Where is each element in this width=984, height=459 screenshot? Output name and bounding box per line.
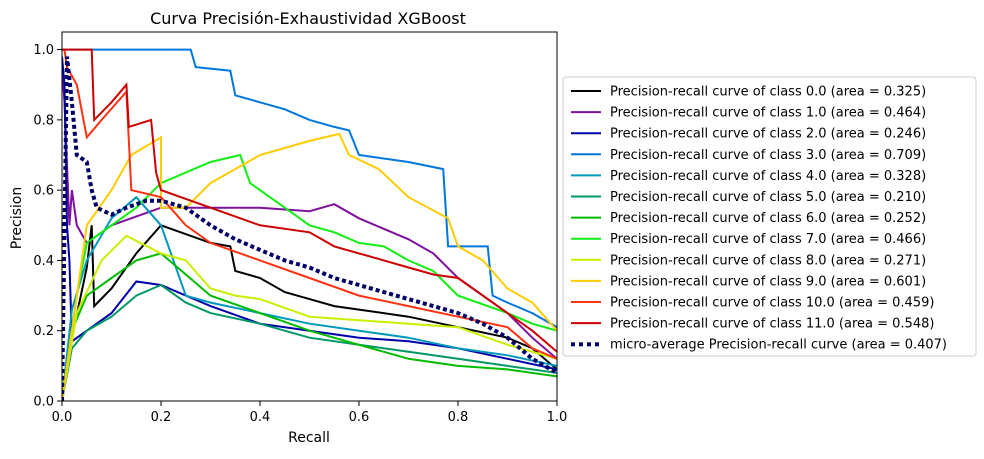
x-tick-label: 1.0 — [547, 410, 568, 425]
legend-entry-label: micro-average Precision-recall curve (ar… — [610, 338, 947, 353]
y-tick-label: 0.4 — [33, 254, 54, 269]
legend: Precision-recall curve of class 0.0 (are… — [562, 76, 977, 357]
plot-frame — [61, 31, 558, 402]
series-line-1 — [62, 67, 557, 360]
x-axis: 0.0 0.2 0.4 0.6 0.8 1.0 — [52, 401, 568, 425]
chart-title: Curva Precisión-Exhaustividad XGBoost — [150, 9, 466, 28]
y-axis: 0.0 0.2 0.4 0.6 0.8 1.0 — [33, 43, 62, 410]
y-tick-label: 0.8 — [33, 113, 54, 128]
series-line-5 — [62, 283, 557, 401]
legend-box — [562, 76, 977, 357]
series-layer — [62, 48, 557, 401]
x-tick-label: 0.4 — [250, 410, 271, 425]
legend-entry-label: Precision-recall curve of class 3.0 (are… — [610, 148, 926, 163]
y-tick-label: 0.2 — [33, 324, 54, 339]
legend-entry-label: Precision-recall curve of class 9.0 (are… — [610, 274, 926, 289]
legend-entry-label: Precision-recall curve of class 6.0 (are… — [610, 211, 926, 226]
series-line-8 — [62, 234, 557, 401]
series-line-6 — [62, 252, 557, 401]
x-tick-label: 0.2 — [151, 410, 172, 425]
y-axis-label: Precision — [9, 187, 25, 249]
y-tick-label: 1.0 — [33, 43, 54, 58]
x-tick-label: 0.0 — [52, 410, 73, 425]
series-line-4 — [62, 195, 557, 401]
legend-entry-label: Precision-recall curve of class 0.0 (are… — [610, 85, 926, 100]
series-line-7 — [62, 153, 557, 401]
legend-entry-label: Precision-recall curve of class 7.0 (are… — [610, 232, 926, 247]
series-line-11 — [62, 48, 557, 353]
series-line-9 — [62, 132, 557, 401]
series-line-12 — [62, 56, 557, 401]
x-axis-label: Recall — [288, 430, 330, 446]
legend-entry-label: Precision-recall curve of class 1.0 (are… — [610, 106, 926, 121]
x-tick-label: 0.6 — [349, 410, 370, 425]
series-line-0 — [62, 224, 557, 401]
series-line-2 — [62, 56, 557, 371]
x-tick-label: 0.8 — [448, 410, 469, 425]
legend-entry-label: Precision-recall curve of class 11.0 (ar… — [610, 317, 934, 332]
legend-entry-label: Precision-recall curve of class 8.0 (are… — [610, 253, 926, 268]
legend-entry-label: Precision-recall curve of class 4.0 (are… — [610, 169, 926, 184]
legend-entry-label: Precision-recall curve of class 2.0 (are… — [610, 127, 926, 142]
series-line-3 — [62, 48, 557, 329]
y-tick-label: 0.0 — [33, 395, 54, 410]
y-tick-label: 0.6 — [33, 184, 54, 199]
legend-entry-label: Precision-recall curve of class 10.0 (ar… — [610, 296, 934, 311]
legend-entry-label: Precision-recall curve of class 5.0 (are… — [610, 190, 926, 205]
series-line-10 — [62, 48, 557, 360]
